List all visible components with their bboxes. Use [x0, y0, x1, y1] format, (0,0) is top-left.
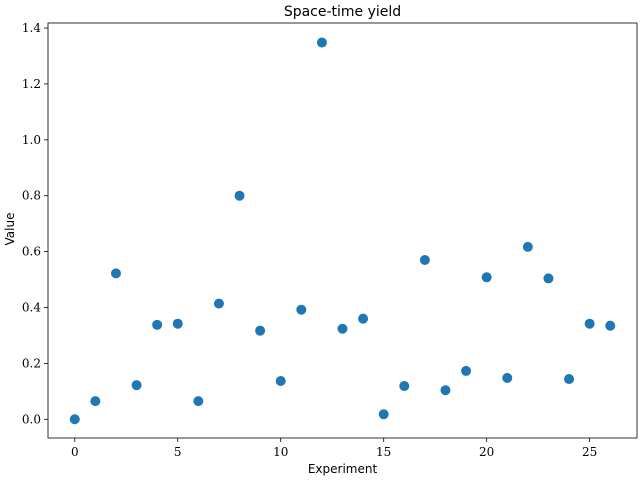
data-point — [255, 325, 266, 336]
data-point — [131, 380, 142, 391]
data-point — [543, 273, 554, 284]
data-point — [337, 323, 348, 334]
data-point — [440, 385, 451, 396]
x-axis: 0 5 10 15 20 25 — [71, 438, 597, 459]
x-tick-label: 0 — [71, 445, 79, 459]
data-point — [172, 318, 183, 329]
plot-frame — [47, 22, 638, 439]
y-tick-label: 1.2 — [22, 77, 41, 91]
y-tick-label: 1.4 — [22, 21, 41, 35]
chart-title: Space-time yield — [284, 4, 401, 20]
y-tick-label: 0.2 — [22, 356, 41, 370]
data-points — [69, 37, 616, 425]
x-tick-label: 20 — [479, 445, 494, 459]
y-tick-label: 0.0 — [22, 412, 41, 426]
data-point — [564, 374, 575, 385]
x-tick-label: 25 — [582, 445, 597, 459]
data-point — [358, 313, 369, 324]
data-point — [296, 304, 307, 315]
y-axis: 0.0 0.2 0.4 0.6 0.8 1.0 1.2 1.4 — [22, 21, 48, 426]
y-axis-label: Value — [3, 213, 17, 246]
data-point — [213, 298, 224, 309]
y-tick-label: 1.0 — [22, 133, 41, 147]
data-point — [378, 409, 389, 420]
data-point — [522, 241, 533, 252]
data-point — [461, 365, 472, 376]
data-point — [399, 381, 410, 392]
x-tick-label: 10 — [273, 445, 288, 459]
data-point — [69, 414, 80, 425]
data-point — [502, 372, 513, 383]
x-axis-label: Experiment — [308, 462, 378, 476]
data-point — [152, 319, 163, 330]
data-point — [193, 396, 204, 407]
data-point — [481, 272, 492, 283]
data-point — [419, 254, 430, 265]
data-point — [110, 268, 121, 279]
data-point — [90, 396, 101, 407]
x-tick-label: 15 — [376, 445, 391, 459]
data-point — [275, 375, 286, 386]
x-tick-label: 5 — [174, 445, 182, 459]
data-point — [316, 37, 327, 48]
plot-area — [47, 22, 638, 439]
y-tick-label: 0.8 — [22, 189, 41, 203]
y-tick-label: 0.4 — [22, 300, 41, 314]
y-tick-label: 0.6 — [22, 245, 41, 259]
data-point — [605, 320, 616, 331]
data-point — [584, 318, 595, 329]
data-point — [234, 190, 245, 201]
